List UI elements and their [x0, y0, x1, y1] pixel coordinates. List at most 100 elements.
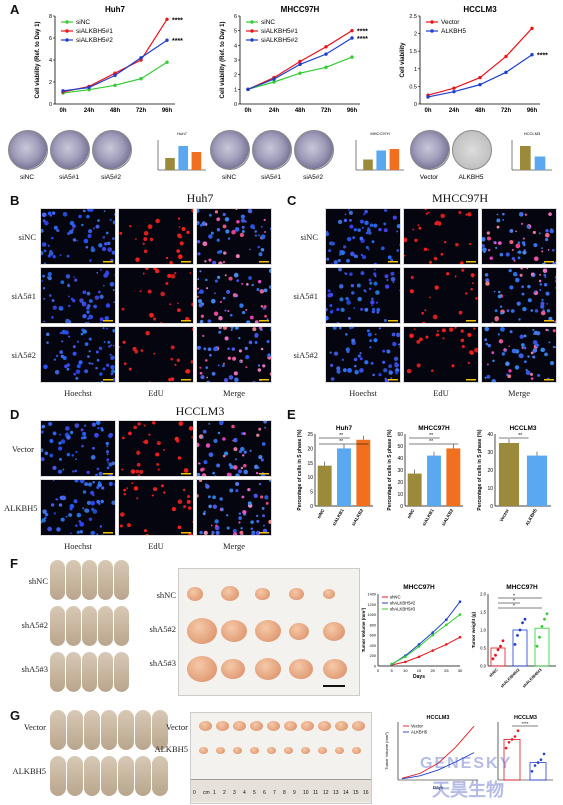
- nucleus-dot: [208, 213, 212, 217]
- colony-label: siA5#1: [261, 174, 281, 181]
- y-tick-label: 1400: [368, 593, 376, 597]
- nucleus-dot: [92, 509, 98, 514]
- nucleus-dot: [76, 239, 78, 242]
- y-tick-label: 1200: [368, 603, 376, 607]
- nucleus-dot: [329, 310, 334, 314]
- scale-bar: [103, 261, 113, 263]
- nucleus-dot: [522, 306, 527, 312]
- scale-bar: [259, 261, 269, 263]
- nucleus-dot: [532, 355, 536, 359]
- line-chart-title: HCCLM3: [463, 5, 497, 14]
- nucleus-dot: [47, 244, 50, 247]
- nucleus-dot: [169, 303, 172, 306]
- nucleus-dot: [192, 327, 193, 331]
- nucleus-dot: [246, 283, 249, 286]
- data-point: [521, 621, 524, 625]
- nucleus-dot: [207, 319, 211, 323]
- nucleus-dot: [362, 255, 367, 260]
- nucleus-dot: [484, 273, 489, 277]
- nucleus-dot: [143, 230, 149, 236]
- nucleus-dot: [228, 463, 232, 467]
- nucleus-dot: [238, 449, 243, 454]
- nucleus-dot: [417, 224, 420, 227]
- nucleus-dot: [75, 376, 79, 380]
- y-tick-label: 0.0: [480, 664, 486, 669]
- nucleus-dot: [489, 256, 493, 260]
- line-chart-title: Huh7: [105, 5, 126, 14]
- nucleus-dot: [265, 501, 269, 505]
- nucleus-dot: [230, 328, 233, 332]
- nucleus-dot: [97, 426, 100, 430]
- nucleus-dot: [520, 222, 524, 225]
- nucleus-dot: [338, 268, 342, 272]
- nucleus-dot: [216, 238, 220, 242]
- scale-bar: [323, 685, 345, 687]
- nucleus-dot: [263, 305, 267, 309]
- nucleus-dot: [470, 287, 473, 291]
- mouse: [66, 606, 81, 646]
- data-point: [350, 55, 354, 59]
- nucleus-dot: [486, 363, 489, 366]
- nucleus-dot: [227, 237, 231, 240]
- scale-bar: [181, 473, 191, 475]
- tumor: [221, 620, 247, 643]
- data-point: [536, 761, 540, 764]
- nucleus-dot: [509, 240, 514, 245]
- nucleus-dot: [267, 353, 271, 358]
- nucleus-dot: [97, 219, 100, 223]
- bar-chart-title: Huh7: [336, 425, 353, 432]
- nucleus-dot: [99, 372, 103, 376]
- nucleus-dot: [254, 230, 257, 233]
- nucleus-dot: [394, 361, 398, 365]
- mouse: [114, 606, 129, 646]
- nucleus-dot: [177, 499, 183, 505]
- nucleus-dot: [414, 238, 418, 243]
- tumor: [187, 618, 217, 644]
- nucleus-dot: [69, 503, 75, 509]
- nucleus-dot: [521, 241, 526, 245]
- nucleus-dot: [87, 317, 90, 320]
- merge-image: [196, 267, 272, 324]
- nucleus-dot: [266, 340, 270, 344]
- y-tick-label: 30: [397, 468, 403, 474]
- nucleus-dot: [87, 234, 92, 238]
- panel-c-col-label: EdU: [433, 388, 449, 398]
- nucleus-dot: [79, 521, 85, 527]
- colony-label: siNC: [20, 174, 34, 181]
- data-point: [445, 618, 448, 622]
- nucleus-dot: [378, 227, 382, 232]
- nucleus-dot: [222, 296, 226, 300]
- nucleus-dot: [539, 273, 542, 276]
- nucleus-dot: [363, 213, 366, 216]
- nucleus-dot: [51, 236, 54, 240]
- nucleus-dot: [410, 275, 415, 280]
- data-point: [113, 83, 117, 88]
- nucleus-dot: [149, 237, 154, 242]
- nucleus-dot: [203, 510, 206, 513]
- nucleus-dot: [544, 232, 550, 238]
- nucleus-dot: [515, 230, 517, 233]
- y-tick-label: 20: [307, 446, 313, 452]
- nucleus-dot: [366, 228, 371, 233]
- nucleus-dot: [348, 209, 350, 211]
- nucleus-dot: [153, 352, 156, 355]
- nucleus-dot: [494, 317, 499, 322]
- nucleus-dot: [443, 240, 447, 244]
- data-point: [390, 662, 393, 666]
- nucleus-dot: [96, 467, 100, 471]
- nucleus-dot: [41, 242, 47, 247]
- nucleus-dot: [102, 236, 106, 239]
- nucleus-dot: [178, 234, 183, 239]
- data-point: [504, 54, 508, 59]
- nucleus-dot: [269, 323, 272, 324]
- y-tick-label: 0: [414, 102, 417, 108]
- nucleus-dot: [67, 304, 71, 308]
- y-tick-label: 4: [234, 43, 237, 49]
- nucleus-dot: [539, 283, 543, 286]
- nucleus-dot: [258, 327, 263, 330]
- nucleus-dot: [119, 231, 123, 235]
- nucleus-dot: [216, 228, 221, 232]
- nucleus-dot: [113, 301, 115, 304]
- nucleus-dot: [41, 520, 43, 524]
- nucleus-dot: [151, 494, 154, 497]
